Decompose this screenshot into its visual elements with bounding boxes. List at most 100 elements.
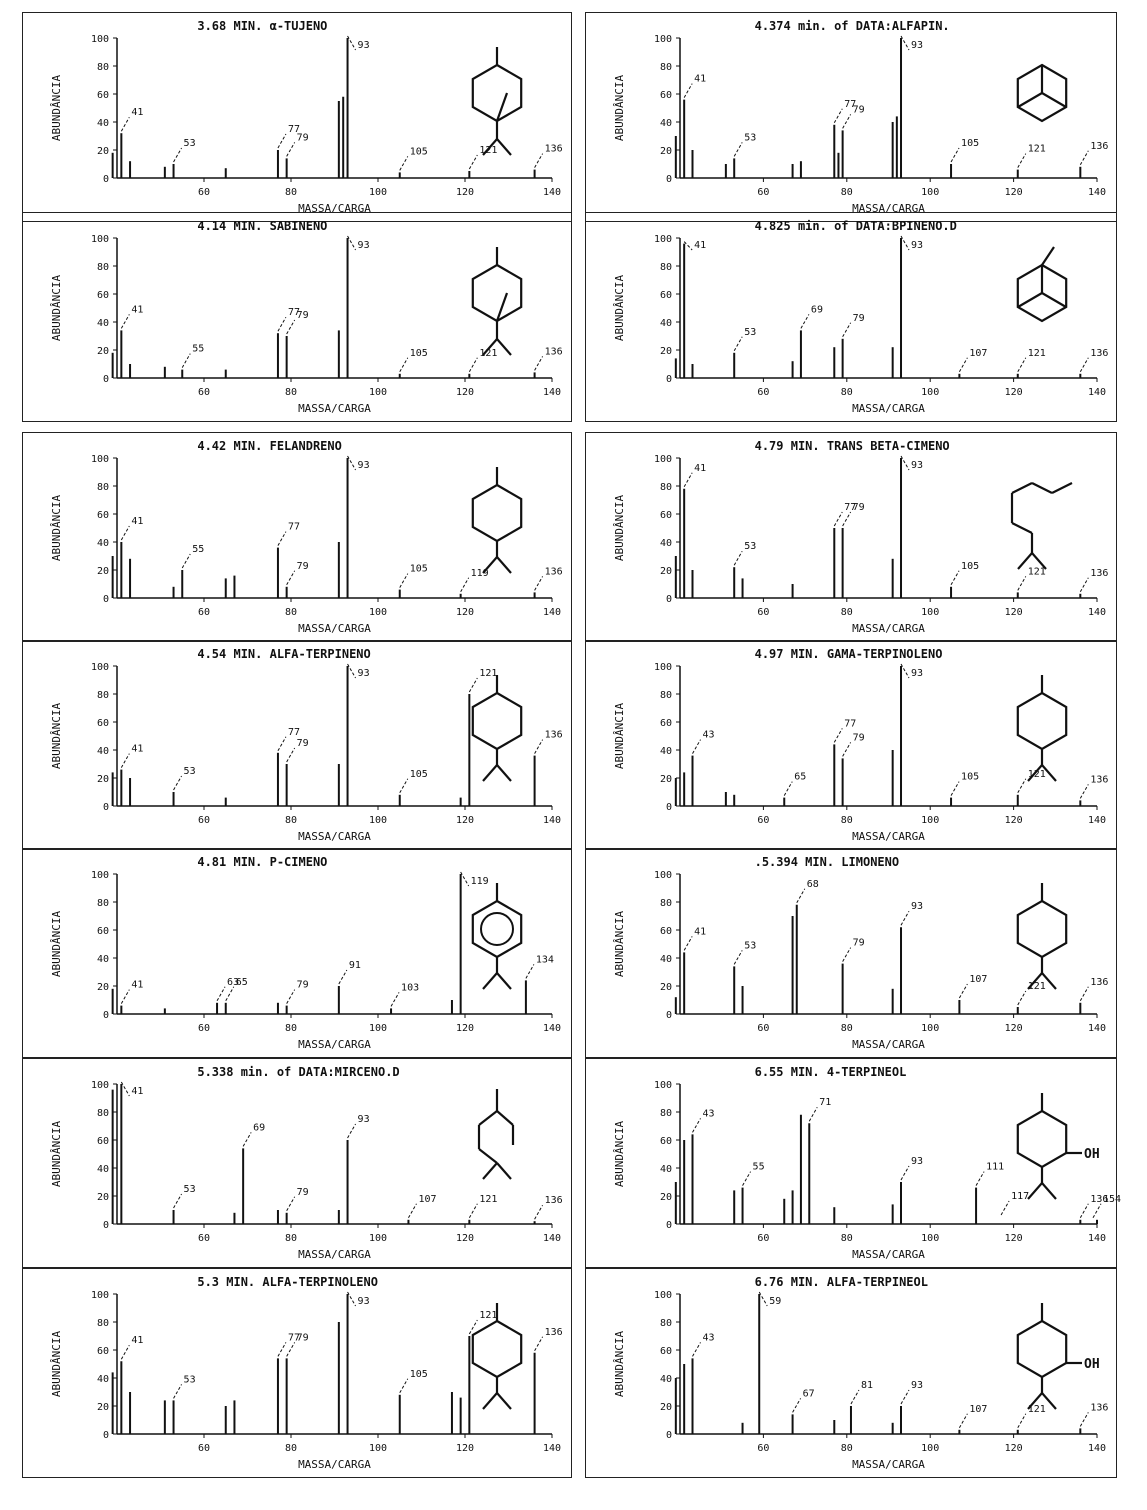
y-tick-label: 100 bbox=[654, 454, 672, 465]
structure-drawing bbox=[1010, 482, 1073, 570]
ring-bond bbox=[1016, 263, 1068, 323]
peak-label: 53 bbox=[184, 1374, 196, 1385]
peak-label: 136 bbox=[545, 566, 563, 577]
peak-label: 93 bbox=[911, 40, 923, 51]
peak-leader bbox=[347, 35, 356, 51]
structure-drawing: OH bbox=[1016, 1093, 1100, 1200]
peak-leader bbox=[1079, 577, 1089, 593]
peak-label: 117 bbox=[1011, 1191, 1029, 1202]
chart-title: 4.825 min. of DATA:BPINENO.D bbox=[755, 219, 957, 233]
y-tick-label: 80 bbox=[97, 690, 109, 701]
peak-leader bbox=[120, 1081, 130, 1097]
peak-leader bbox=[242, 1132, 252, 1147]
x-tick-label: 80 bbox=[285, 1023, 297, 1034]
y-axis-label: ABUNDÂNCIA bbox=[613, 75, 626, 142]
panel-frame bbox=[22, 212, 572, 422]
peak-label: 41 bbox=[131, 516, 143, 527]
bond bbox=[482, 764, 498, 782]
x-axis-label: MASSA/CARGA bbox=[852, 1248, 925, 1261]
peak-leader bbox=[1000, 1200, 1010, 1216]
spectrum-svg: 5.338 min. of DATA:MIRCENO.D ABUNDÂNCIA MA… bbox=[50, 1065, 563, 1261]
spectrum-svg: 5.3 MIN. ALFA-TERPINOLENO ABUNDÂNCIA MASSA… bbox=[50, 1275, 563, 1471]
y-axis-label: ABUNDÂNCIA bbox=[613, 1331, 626, 1398]
y-tick-label: 20 bbox=[660, 982, 672, 993]
y-tick-label: 80 bbox=[97, 262, 109, 273]
peak-leader bbox=[733, 550, 743, 566]
chart-title: 6.76 MIN. ALFA-TERPINEOL bbox=[755, 1275, 928, 1289]
peak-label: 53 bbox=[744, 132, 756, 143]
y-tick-label: 40 bbox=[97, 1374, 109, 1385]
oh-label: OH bbox=[1084, 1147, 1100, 1162]
y-axis-label: ABUNDÂNCIA bbox=[50, 1121, 63, 1188]
x-tick-label: 140 bbox=[1088, 187, 1106, 198]
peak-leader bbox=[783, 781, 793, 796]
peak-label: 136 bbox=[1090, 774, 1108, 785]
peak-label: 79 bbox=[297, 310, 309, 321]
x-tick-label: 100 bbox=[921, 187, 939, 198]
ring-bond bbox=[1016, 63, 1068, 123]
bond bbox=[496, 556, 512, 574]
y-tick-label: 0 bbox=[666, 374, 672, 385]
peak-leader bbox=[277, 133, 287, 149]
y-tick-label: 40 bbox=[660, 954, 672, 965]
chart-title: 4.374 min. of DATA:ALFAPIN. bbox=[755, 19, 950, 33]
peak-leader bbox=[399, 156, 409, 171]
bond bbox=[482, 1392, 498, 1410]
peak-leader bbox=[286, 989, 296, 1004]
x-tick-label: 140 bbox=[1088, 1233, 1106, 1244]
x-tick-label: 80 bbox=[841, 1443, 853, 1454]
y-tick-label: 60 bbox=[97, 510, 109, 521]
peak-leader bbox=[277, 736, 287, 752]
y-tick-label: 80 bbox=[660, 62, 672, 73]
peak-label: 136 bbox=[1090, 568, 1108, 579]
peak-label: 71 bbox=[819, 1097, 831, 1108]
x-tick-label: 60 bbox=[198, 187, 210, 198]
peak-label: 53 bbox=[184, 138, 196, 149]
peak-leader bbox=[173, 1193, 182, 1209]
peak-leader bbox=[833, 108, 843, 124]
spectrum-panel: 6.76 MIN. ALFA-TERPINEOL ABUNDÂNCIA MASSA/… bbox=[585, 1268, 1117, 1478]
y-tick-label: 0 bbox=[103, 802, 109, 813]
structure-drawing: OH bbox=[1016, 1303, 1100, 1410]
x-tick-label: 60 bbox=[757, 1023, 769, 1034]
peak-leader bbox=[120, 1344, 130, 1360]
peak-leader bbox=[842, 742, 852, 757]
peak-leader bbox=[833, 728, 843, 743]
y-tick-label: 100 bbox=[91, 34, 109, 45]
peak-leader bbox=[1092, 1203, 1102, 1219]
peak-label: 154 bbox=[1103, 1194, 1121, 1205]
y-tick-label: 40 bbox=[660, 118, 672, 129]
peak-label: 111 bbox=[986, 1162, 1004, 1173]
y-tick-label: 80 bbox=[660, 482, 672, 493]
spectrum-svg: 4.42 MIN. FELANDRENO ABUNDÂNCIA MASSA/CARG… bbox=[50, 439, 563, 635]
spectrum-svg: 4.54 MIN. ALFA-TERPINENO ABUNDÂNCIA MASSA/… bbox=[50, 647, 563, 843]
chart-title: 4.42 MIN. FELANDRENO bbox=[197, 439, 341, 453]
y-tick-label: 20 bbox=[97, 1402, 109, 1413]
x-tick-label: 140 bbox=[543, 1233, 561, 1244]
peak-label: 65 bbox=[236, 977, 248, 988]
peak-label: 59 bbox=[769, 1296, 781, 1307]
peak-label: 77 bbox=[844, 718, 856, 729]
peak-label: 55 bbox=[192, 544, 204, 555]
bond bbox=[1041, 1182, 1057, 1200]
bond bbox=[495, 292, 509, 322]
peak-leader bbox=[534, 1336, 544, 1352]
structure-drawing bbox=[471, 467, 523, 574]
y-tick-label: 20 bbox=[97, 982, 109, 993]
peak-label: 79 bbox=[853, 502, 865, 513]
panel-frame bbox=[22, 12, 572, 222]
peak-leader bbox=[900, 1165, 910, 1181]
y-tick-label: 100 bbox=[91, 454, 109, 465]
x-tick-label: 60 bbox=[757, 607, 769, 618]
x-tick-label: 120 bbox=[456, 815, 474, 826]
x-tick-label: 120 bbox=[456, 387, 474, 398]
y-tick-label: 40 bbox=[660, 1374, 672, 1385]
panel-frame bbox=[22, 1268, 572, 1478]
peak-leader bbox=[120, 989, 130, 1004]
peak-leader bbox=[1017, 1413, 1027, 1429]
y-tick-label: 20 bbox=[660, 146, 672, 157]
x-tick-label: 100 bbox=[921, 1233, 939, 1244]
spectrum-panel: 4.81 MIN. P-CIMENO ABUNDÂNCIA MASSA/CARGA 1… bbox=[22, 848, 572, 1058]
peak-leader bbox=[399, 357, 409, 373]
y-tick-label: 20 bbox=[97, 566, 109, 577]
